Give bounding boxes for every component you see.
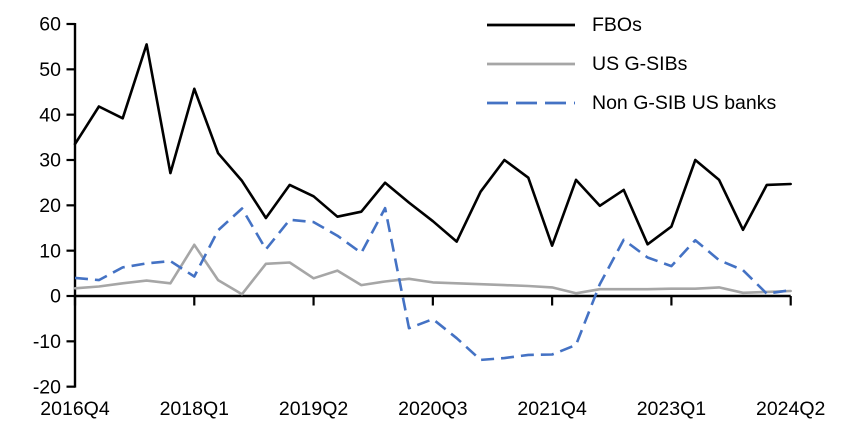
y-tick-label: 10 xyxy=(39,240,61,262)
us-g-sibs-line xyxy=(73,243,793,296)
legend: FBOs US G-SIBs Non G-SIB US banks xyxy=(487,14,776,131)
us-gsibs-line-sample-icon xyxy=(487,62,575,66)
fbos-line-sample-icon xyxy=(487,23,575,27)
non-g-sib-us-banks-line xyxy=(74,206,791,362)
legend-label-fbos: FBOs xyxy=(592,14,642,36)
y-tick-label: -10 xyxy=(33,331,61,353)
y-tick-label: 30 xyxy=(39,150,61,172)
y-tick-label: -20 xyxy=(33,376,61,398)
x-tick-label: 2021Q4 xyxy=(517,398,587,420)
x-tick-label: 2019Q2 xyxy=(279,398,348,420)
y-tick-label: 50 xyxy=(39,59,61,81)
legend-label-non-gsib-us-banks: Non G-SIB US banks xyxy=(592,92,777,114)
x-tick-label: 2023Q1 xyxy=(637,398,706,420)
y-tick-label: 60 xyxy=(39,14,61,36)
legend-label-us-gsibs: US G-SIBs xyxy=(592,53,688,75)
legend-item-non-gsib-us-banks: Non G-SIB US banks xyxy=(487,92,776,114)
y-tick-label: 0 xyxy=(50,286,61,308)
legend-item-fbos: FBOs xyxy=(487,14,776,36)
x-tick-label: 2020Q3 xyxy=(398,398,467,420)
y-tick-label: 20 xyxy=(39,195,61,217)
y-tick-label: 40 xyxy=(39,104,61,126)
legend-item-us-gsibs: US G-SIBs xyxy=(487,53,776,75)
fbos-line xyxy=(73,43,793,247)
x-tick-label: 2018Q1 xyxy=(160,398,229,420)
x-tick-label: 2016Q4 xyxy=(40,398,110,420)
non-gsib-us-banks-line-sample-icon xyxy=(487,101,575,105)
x-tick-label: 2024Q2 xyxy=(756,398,825,420)
